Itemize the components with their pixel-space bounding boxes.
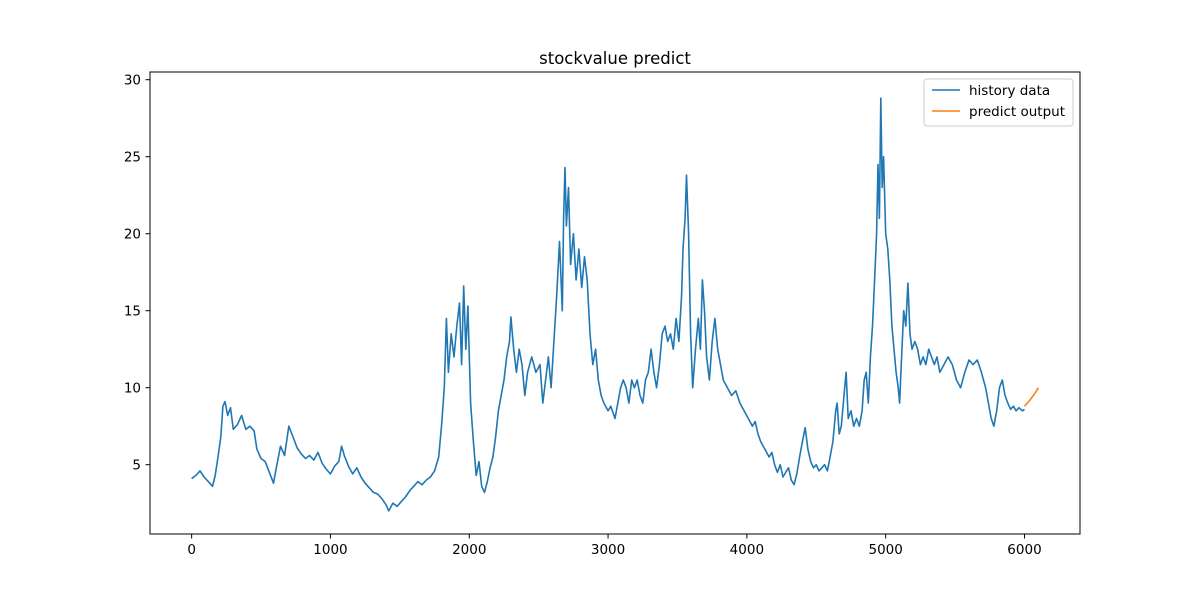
series-layer <box>191 97 1040 512</box>
series-line-history-data <box>191 97 1025 512</box>
legend-label: predict output <box>969 104 1065 120</box>
y-tick-label: 25 <box>124 150 141 166</box>
legend-frame <box>923 78 1074 127</box>
y-tick-label: 20 <box>124 227 141 243</box>
y-tick-label: 15 <box>124 304 141 320</box>
y-tick-label: 30 <box>124 73 141 89</box>
plot-area-frame <box>149 71 1081 535</box>
y-tick-label: 5 <box>132 458 141 474</box>
x-tick-label: 3000 <box>591 542 625 558</box>
x-axis: 0 1000 2000 3000 4000 5000 6000 <box>187 534 1042 558</box>
x-tick-label: 4000 <box>730 542 764 558</box>
legend: history data predict output <box>923 78 1074 127</box>
series-line-predict-output <box>1023 387 1040 407</box>
y-axis: 5 10 15 20 25 30 <box>124 73 150 474</box>
x-tick-label: 6000 <box>1007 542 1041 558</box>
chart-title: stockvalue predict <box>539 49 691 68</box>
y-tick-label: 10 <box>124 381 141 397</box>
x-tick-label: 5000 <box>868 542 902 558</box>
x-tick-label: 1000 <box>313 542 347 558</box>
x-tick-label: 0 <box>187 542 196 558</box>
x-tick-label: 2000 <box>452 542 486 558</box>
legend-label: history data <box>969 83 1050 99</box>
